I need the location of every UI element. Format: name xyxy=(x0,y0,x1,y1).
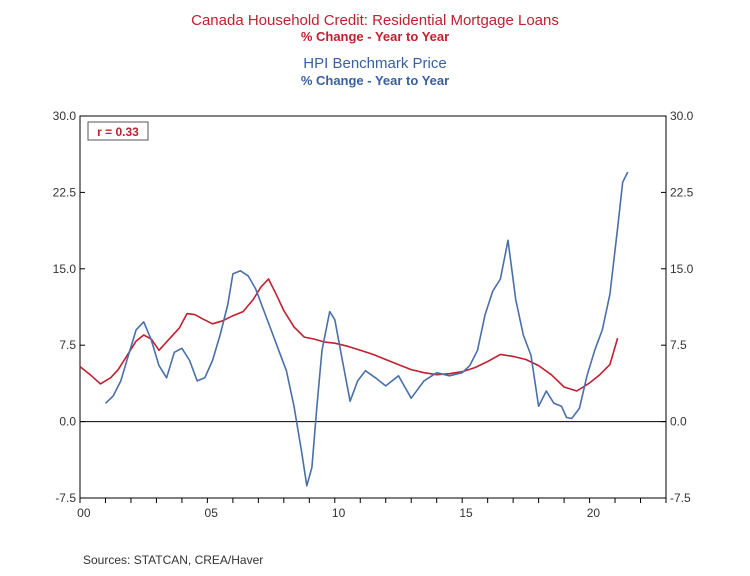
mortgage-series-line xyxy=(79,278,619,392)
hpi-series-line xyxy=(104,171,629,487)
y-tick-label-left: -7.5 xyxy=(55,491,76,505)
x-tick-label: 20 xyxy=(587,506,601,520)
y-tick-label-left: 30.0 xyxy=(53,109,77,123)
y-tick-label-left: 15.0 xyxy=(53,262,77,276)
y-tick-label-right: 0.0 xyxy=(670,415,687,429)
y-tick-label-right: -7.5 xyxy=(670,491,691,505)
chart-title-mortgage: Canada Household Credit: Residential Mor… xyxy=(191,12,559,29)
plot-frame xyxy=(79,115,667,499)
chart-title-hpi: HPI Benchmark Price xyxy=(303,55,447,72)
y-axis-left: 30.0 22.5 15.0 7.5 0.0 -7.5 xyxy=(53,109,85,505)
y-tick-label-right: 22.5 xyxy=(670,185,694,199)
y-tick-label-right: 15.0 xyxy=(670,262,694,276)
y-tick-label-right: 7.5 xyxy=(670,338,687,352)
x-tick-label: 05 xyxy=(205,506,219,520)
y-axis-right: 30.0 22.5 15.0 7.5 0.0 -7.5 xyxy=(661,109,694,505)
source-note: Sources: STATCAN, CREA/Haver xyxy=(83,553,264,567)
x-tick-label: 00 xyxy=(77,506,91,520)
x-tick-label: 10 xyxy=(332,506,346,520)
y-tick-label-left: 7.5 xyxy=(59,338,76,352)
chart-subtitle-mortgage: % Change - Year to Year xyxy=(300,29,450,44)
y-tick-label-left: 22.5 xyxy=(53,185,77,199)
correlation-label: r = 0.33 xyxy=(97,125,139,139)
correlation-box xyxy=(87,121,149,141)
y-tick-label-right: 30.0 xyxy=(670,109,694,123)
y-tick-label-left: 0.0 xyxy=(59,415,76,429)
series-group xyxy=(79,171,629,487)
x-axis: 00 05 10 15 20 xyxy=(77,498,667,520)
x-tick-label: 15 xyxy=(459,506,473,520)
chart-subtitle-hpi: % Change - Year to Year xyxy=(300,73,450,88)
